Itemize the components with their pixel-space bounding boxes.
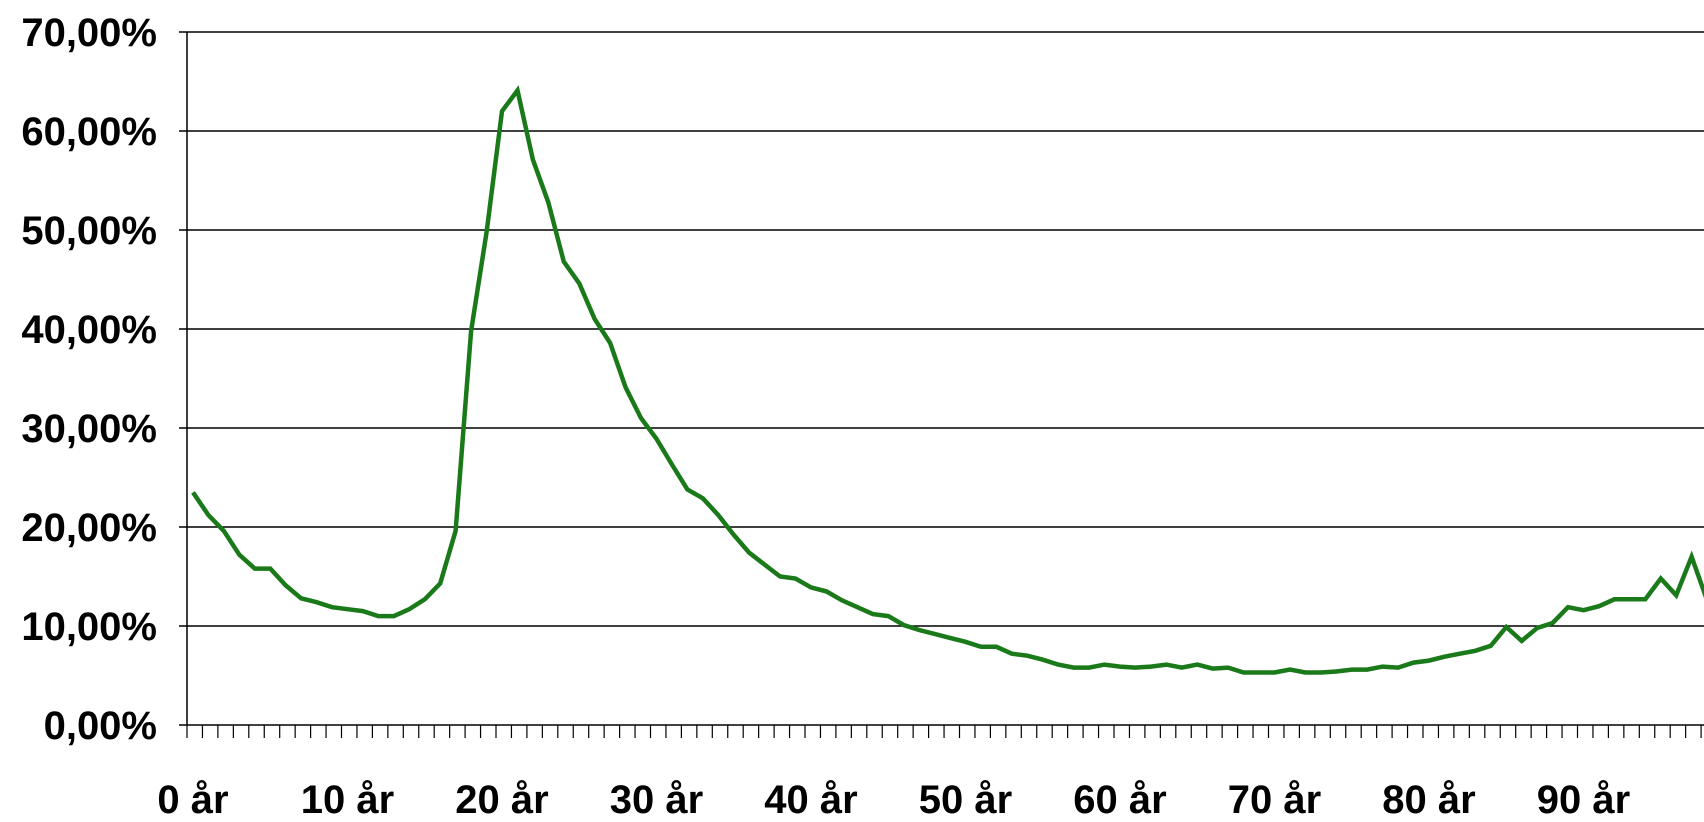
y-tick-label: 20,00% [21,506,157,550]
y-axis-ticks: 0,00% 10,00% 20,00% 30,00% 40,00% 50,00% 60,00… [21,11,157,748]
y-tick-label: 70,00% [21,11,157,55]
y-tick-label: 10,00% [21,605,157,649]
x-tick-label: 90 år [1537,778,1630,822]
x-tick-label: 0 år [157,778,228,822]
x-tick-label: 30 år [610,778,703,822]
axes [179,32,1704,726]
y-tick-label: 60,00% [21,110,157,154]
x-tick-label: 20 år [455,778,548,822]
y-tick-label: 30,00% [21,407,157,451]
series-line-0 [191,85,1704,675]
x-tick-label: 40 år [764,778,857,822]
y-tick-label: 0,00% [44,704,157,748]
series-group [191,85,1704,675]
x-tick-label: 10 år [301,778,394,822]
x-axis-ticks: 0 år 10 år 20 år 30 år 40 år 50 år 60 år 70 år 8… [157,725,1702,822]
y-tick-label: 50,00% [21,209,157,253]
x-tick-label: 70 år [1228,778,1321,822]
y-tick-label: 40,00% [21,308,157,352]
x-tick-label: 80 år [1382,778,1475,822]
x-tick-label: 60 år [1073,778,1166,822]
gridlines [179,31,1704,627]
x-tick-label: 50 år [919,778,1012,822]
